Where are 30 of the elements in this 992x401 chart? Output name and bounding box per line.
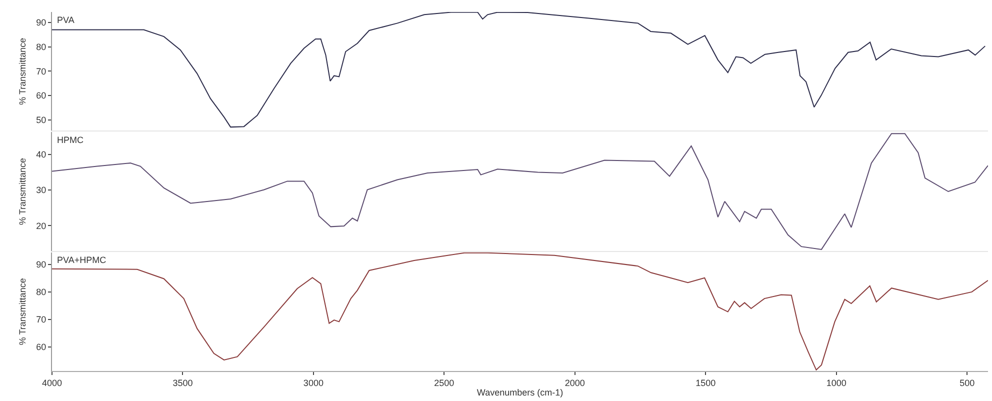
chart-title: PVA xyxy=(57,15,74,25)
y-tick-label: 20 xyxy=(36,220,46,231)
x-tick-label: 2000 xyxy=(564,378,585,388)
y-tick-label: 90 xyxy=(36,18,46,28)
y-tick-label: 80 xyxy=(36,42,46,52)
line-series xyxy=(52,252,988,370)
line-series xyxy=(52,133,988,250)
y-tick-label: 60 xyxy=(36,90,46,101)
y-tick-label: 70 xyxy=(36,66,46,76)
y-tick-label: 50 xyxy=(36,114,46,125)
x-axis-title: Wavenumbers (cm-1) xyxy=(476,388,564,398)
y-tick-label: 80 xyxy=(36,287,46,298)
x-tick-label: 4000 xyxy=(42,378,62,388)
y-tick-label: 70 xyxy=(36,314,46,325)
x-tick-label: 3500 xyxy=(172,378,193,388)
line-series xyxy=(52,12,986,128)
chart-title: HPMC xyxy=(57,135,84,145)
x-tick-label: 500 xyxy=(960,378,975,388)
y-tick-label: 90 xyxy=(36,260,46,270)
x-tick-label: 1500 xyxy=(696,378,716,388)
x-tick-label: 1000 xyxy=(826,378,846,388)
y-axis-title: % Transmittance xyxy=(18,278,28,346)
y-axis-title: % Transmittance xyxy=(18,158,28,226)
x-tick-label: 2500 xyxy=(434,378,454,388)
y-tick-label: 40 xyxy=(36,150,46,160)
chart-title: PVA+HPMC xyxy=(57,255,107,265)
y-tick-label: 60 xyxy=(36,342,46,352)
y-tick-label: 30 xyxy=(36,185,46,196)
x-tick-label: 3000 xyxy=(303,378,324,388)
y-axis-title: % Transmittance xyxy=(18,38,28,105)
